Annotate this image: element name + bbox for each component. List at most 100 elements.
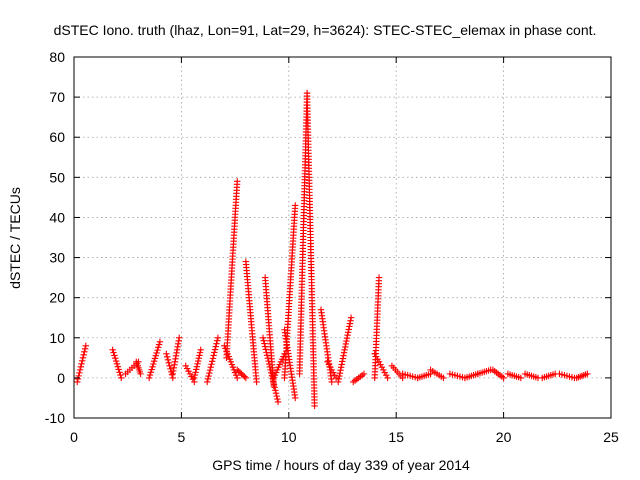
grid [74,57,611,418]
y-tick-label: 0 [57,370,65,386]
data-point [261,343,269,350]
data-point [266,363,274,371]
data-point [149,363,156,370]
data-point [339,355,347,362]
series-arc [234,366,250,382]
data-point [76,366,84,374]
x-tick-label: 25 [603,429,619,445]
data-point [342,343,349,351]
chart-title: dSTEC Iono. truth (lhaz, Lon=91, Lat=29,… [54,22,597,38]
data-point [340,349,348,356]
series-arc [427,366,447,382]
y-tick-label: 70 [49,89,65,105]
data-point [211,349,218,356]
data-point [311,402,318,410]
data-point [74,375,82,383]
data-point [234,178,241,185]
data-point [260,337,267,344]
series-arc [281,326,299,402]
data-point [517,374,524,382]
series-arc [303,89,318,410]
data-point [146,371,154,379]
data-point [78,360,85,368]
data-point [165,359,172,367]
data-point [148,366,155,373]
data-point [265,357,272,365]
series-arc [74,342,90,386]
series-arc [388,362,406,382]
data-point [206,369,213,377]
data-point [155,344,162,351]
data-point [209,355,217,362]
data-point [343,337,350,345]
series-arc [539,370,559,382]
data-point [440,374,447,382]
y-tick-label: 80 [49,49,65,65]
series-arc [474,366,494,378]
data-point [341,346,348,354]
data-point [211,346,219,353]
data-point [82,342,90,349]
data-point [166,362,173,370]
data-point [191,374,198,382]
data-point [332,374,340,382]
data-point [118,374,125,382]
data-point [345,326,352,333]
data-point [113,360,121,368]
data-point [79,357,86,365]
data-point [112,355,119,362]
data-point [360,370,368,378]
data-point [273,392,280,400]
series-arc [350,370,368,386]
series-arc [133,358,144,378]
series-arc [191,346,204,382]
data-point [192,369,199,376]
y-tick-label: 50 [49,169,65,185]
x-tick-label: 5 [178,429,186,445]
data-point [346,323,353,330]
data-point [208,361,215,368]
series-arc [259,334,282,406]
data-point [115,366,122,373]
series-arc [324,358,340,382]
data-point [270,381,278,388]
series-arc [163,350,177,382]
data-point [154,346,161,354]
data-point [344,332,351,339]
plot-frame [73,56,612,419]
data-point [384,374,391,382]
data-point [267,366,274,374]
y-axis-label: dSTEC / TECUs [7,187,23,289]
data-point [214,337,221,344]
data-point [214,334,222,341]
series-arc [556,370,578,382]
series-arc [281,202,299,382]
data-point [207,363,214,371]
data-point [163,353,171,361]
y-tick-label: 20 [49,290,65,306]
data-point [340,352,347,359]
data-point [206,366,214,374]
data-point [274,395,281,403]
data-point [500,374,507,382]
data-point [272,390,280,397]
y-tick-label: 30 [49,250,65,266]
data-point [193,363,201,370]
series-arc [261,274,277,390]
data-point [242,374,250,382]
data-point [335,378,342,386]
data-point [197,346,204,354]
series-arc [335,314,355,386]
y-tick-label: 40 [49,209,65,225]
data-point [145,374,153,382]
data-point [344,329,352,336]
series-arc [296,89,311,378]
data-point [81,345,89,353]
data-point [210,352,217,359]
data-point [111,352,118,359]
x-tick-label: 15 [388,429,404,445]
series-arc [521,370,542,382]
series-arc [414,370,434,382]
data-point [212,343,219,350]
series-arc [504,370,524,382]
